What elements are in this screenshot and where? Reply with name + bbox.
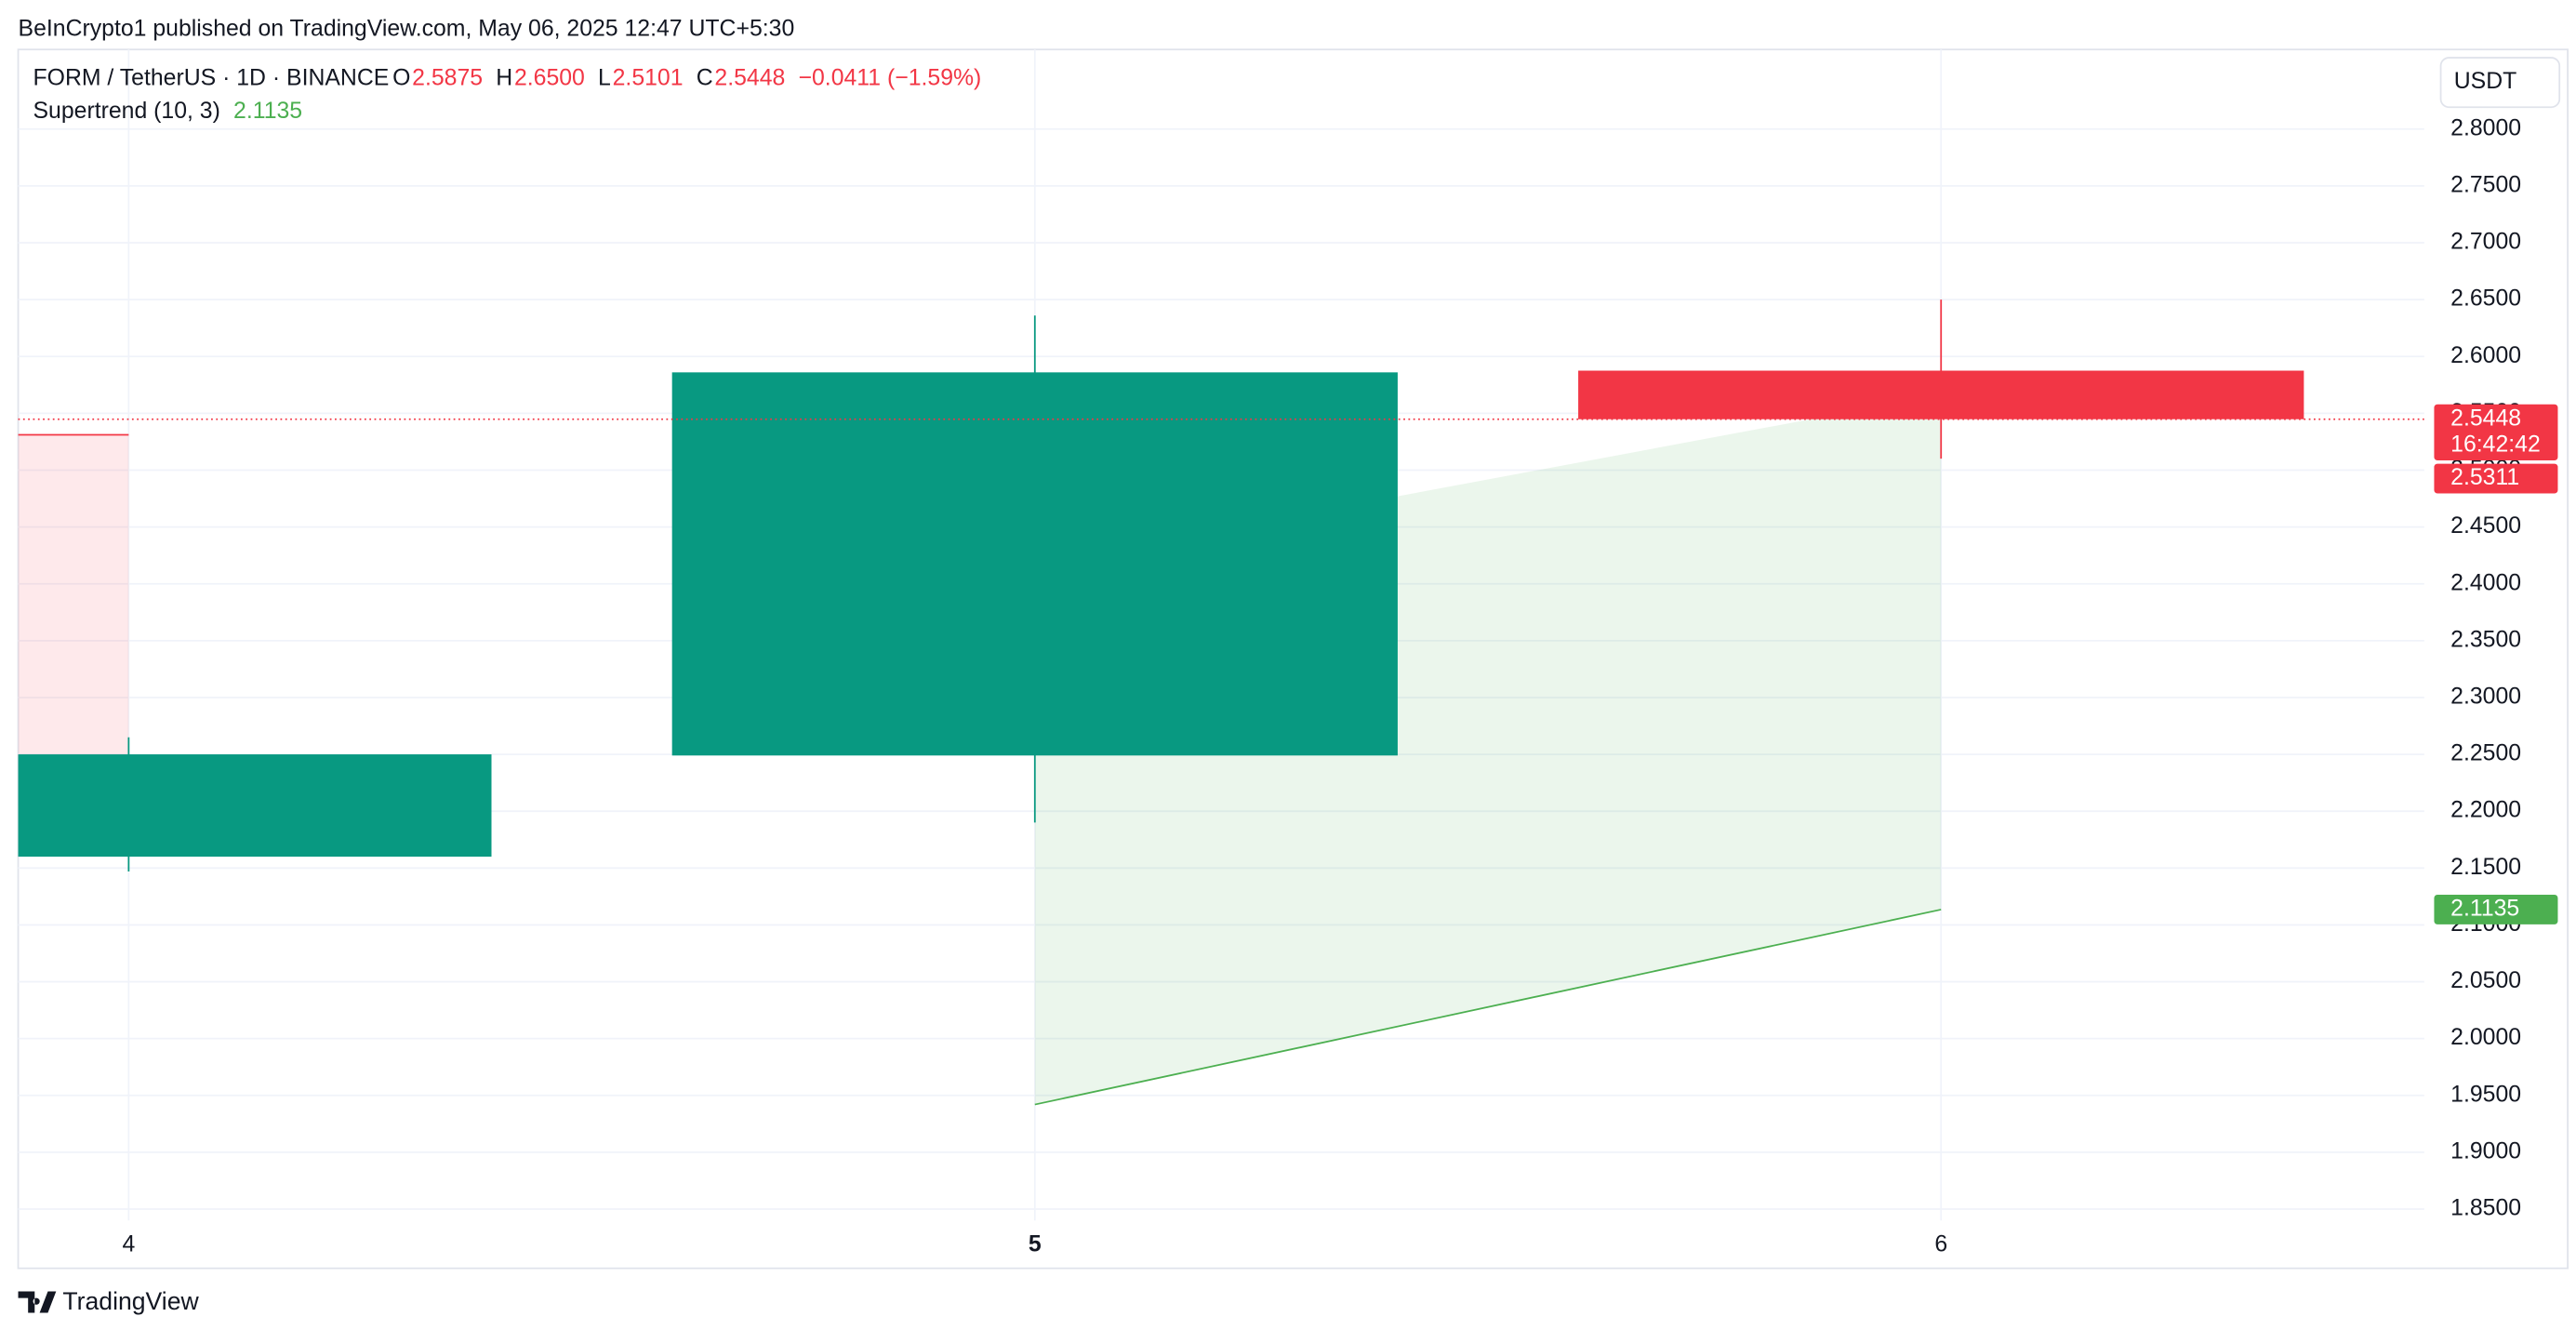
y-tick-label: 2.7000 (2450, 230, 2521, 255)
price-tag (2434, 404, 2558, 461)
legend-value: 2.5875 (412, 66, 483, 91)
price-tag (2434, 894, 2558, 924)
x-tick-label: 4 (122, 1231, 135, 1257)
price-tag-label: 2.1135 (2450, 896, 2519, 921)
supertrend-line (1034, 909, 1942, 1106)
y-tick-label: 2.0000 (2450, 1025, 2521, 1050)
price-tag-countdown: 16:42:42 (2450, 432, 2541, 458)
footer-text: TradingView (62, 1287, 199, 1315)
legend-key: C (697, 66, 713, 91)
price-tag-label: 2.5311 (2450, 465, 2519, 490)
plot-area (18, 299, 2424, 1106)
y-tick-label: 2.8000 (2450, 115, 2521, 140)
y-tick-label: 2.7500 (2450, 172, 2521, 197)
y-tick-label: 2.3000 (2450, 685, 2521, 710)
y-tick-label: 1.9000 (2450, 1138, 2521, 1164)
supertrend-fill (18, 434, 129, 806)
legend-value: 2.5101 (613, 66, 684, 91)
y-tick-label: 2.6000 (2450, 343, 2521, 368)
y-tick-label: 2.4000 (2450, 570, 2521, 595)
x-tick-label: 5 (1029, 1231, 1042, 1257)
y-tick-label: 2.6500 (2450, 286, 2521, 312)
legend-key: H (496, 66, 512, 91)
currency-label[interactable]: USDT (2454, 69, 2517, 94)
price-tag (2434, 463, 2558, 494)
legend: FORM / TetherUS · 1D · BINANCE O 2.5875 H 2.… (33, 66, 982, 124)
candle-body (671, 372, 1398, 756)
candle-body (1578, 370, 2304, 419)
legend-indicator: Supertrend (10, 3) (33, 99, 220, 124)
y-tick-label: 2.3500 (2450, 627, 2521, 652)
currency-button[interactable] (2439, 57, 2561, 109)
price-axis: 1.85001.90001.95002.00002.05002.10002.15… (2434, 115, 2558, 1221)
y-tick-label: 2.0500 (2450, 968, 2521, 993)
legend-key: L (598, 66, 611, 91)
legend-value: 2.6500 (514, 66, 585, 91)
y-tick-label: 2.4500 (2450, 513, 2521, 539)
legend-symbol: FORM / TetherUS · 1D · BINANCE (33, 66, 390, 91)
chart-frame (17, 48, 2569, 1270)
y-tick-label: 2.2500 (2450, 741, 2521, 766)
footer-logo: TradingView (18, 1287, 199, 1315)
candle-body (18, 754, 492, 858)
legend-value: 2.5448 (714, 66, 785, 91)
logo-icon (18, 1291, 57, 1313)
y-tick-label: 2.2000 (2450, 798, 2521, 823)
y-tick-label: 1.9500 (2450, 1082, 2521, 1107)
legend-key: O (392, 66, 410, 91)
x-tick-label: 6 (1934, 1231, 1947, 1257)
published-note: BeInCrypto1 published on TradingView.com… (19, 16, 795, 41)
legend-indicator-value: 2.1135 (233, 99, 302, 124)
y-tick-label: 2.1500 (2450, 855, 2521, 880)
legend-change: −0.0411 (−1.59%) (799, 66, 982, 91)
y-tick-label: 1.8500 (2450, 1196, 2521, 1221)
price-tag-label: 2.5448 (2450, 406, 2521, 431)
